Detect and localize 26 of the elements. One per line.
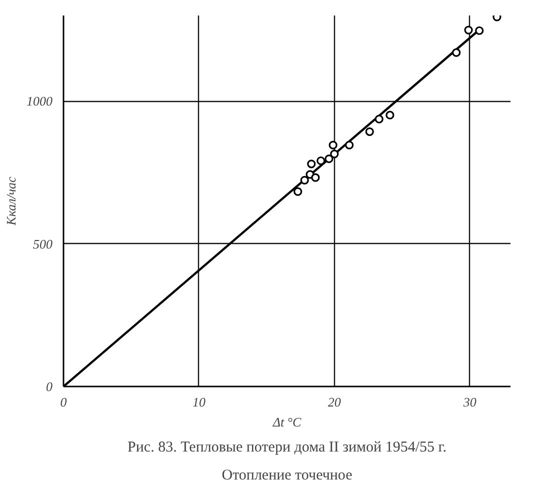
point bbox=[330, 150, 339, 158]
x-axis-title: Δt °C bbox=[272, 414, 302, 430]
y-axis-title: Ккал/час bbox=[4, 176, 18, 226]
point bbox=[300, 176, 309, 184]
point bbox=[345, 140, 354, 150]
x-tick-label: 30 bbox=[462, 394, 477, 410]
point bbox=[307, 160, 316, 168]
point bbox=[475, 26, 484, 35]
point bbox=[452, 48, 461, 57]
point bbox=[374, 114, 384, 124]
point bbox=[464, 26, 473, 34]
point bbox=[365, 127, 374, 136]
x-tick-label: 10 bbox=[192, 394, 206, 410]
y-tick-label: 0 bbox=[46, 379, 53, 394]
x-tick-label: 20 bbox=[328, 394, 342, 410]
text: Рис. 83. Тепловые потери дома II зимой 1954/55 г. bbox=[128, 440, 446, 456]
y-tick-label: 500 bbox=[33, 236, 53, 252]
point bbox=[316, 156, 326, 166]
point bbox=[311, 173, 320, 182]
point bbox=[328, 140, 338, 150]
x-tick-label: 0 bbox=[60, 394, 68, 410]
point bbox=[324, 154, 334, 164]
y-tick-label: 1000 bbox=[26, 94, 53, 109]
point bbox=[294, 187, 302, 196]
point bbox=[386, 110, 394, 120]
text: Отопление точечное bbox=[222, 468, 353, 484]
